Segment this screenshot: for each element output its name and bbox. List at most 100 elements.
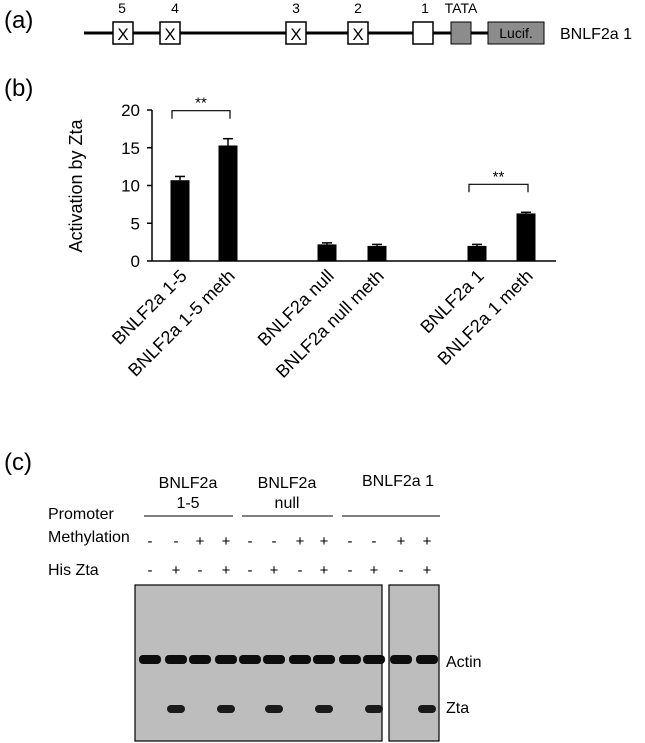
zta-band: [315, 705, 333, 713]
y-tick-label: 10: [121, 177, 140, 196]
site-3-box: [285, 21, 307, 45]
actin-band: [239, 655, 261, 664]
y-tick-label: 15: [121, 139, 140, 158]
band-label-actin: Actin: [446, 654, 482, 671]
significance-label: **: [493, 168, 505, 185]
methylation-sign: -: [148, 533, 153, 550]
group-1-line-2: 1-5: [176, 495, 199, 512]
tata-rect: [450, 21, 472, 45]
panel-a: (a) 5 X 4 X 3 X 2 X 1 TATA: [4, 0, 632, 45]
actin-band: [263, 655, 285, 664]
zta-band: [365, 705, 383, 713]
row-label-methylation: Methylation: [48, 529, 130, 546]
bars: [170, 145, 536, 261]
his-zta-sign: -: [148, 562, 153, 579]
site-5: 5 X: [112, 0, 134, 45]
site-3-label: 3: [292, 0, 300, 16]
zta-band: [418, 705, 436, 713]
panel-a-label: (a): [4, 7, 33, 34]
actin-band: [390, 655, 412, 664]
his-zta-sign: +: [423, 562, 432, 579]
bar: [467, 245, 487, 261]
methylation-sign: -: [272, 533, 277, 550]
tata-box: TATA: [445, 0, 478, 45]
significance-brackets: ** **: [171, 95, 529, 193]
y-tick-label: 5: [131, 214, 140, 233]
luciferase-rect: [487, 21, 545, 45]
his-zta-sign: +: [270, 562, 279, 579]
y-tick-label: 20: [121, 101, 140, 120]
his-zta-sign: -: [298, 562, 303, 579]
y-ticks: 0 5 10 15 20: [121, 101, 152, 271]
site-5-box: [112, 21, 134, 45]
his-zta-sign: +: [222, 562, 231, 579]
y-axis-label: Activation by Zta: [66, 118, 86, 252]
site-1: 1: [412, 0, 434, 45]
panel-b-chart: (b) Activation by Zta 0 5 10 15 20 ** ** BNLF…: [4, 75, 556, 382]
bar: [317, 244, 337, 261]
site-2-box: [347, 21, 369, 45]
actin-band: [416, 655, 438, 664]
group-2-line-2: null: [275, 495, 300, 512]
actin-band: [189, 655, 211, 664]
site-4-mutation-mark: X: [164, 25, 175, 44]
methylation-sign: +: [397, 533, 406, 550]
actin-band: [215, 655, 237, 664]
actin-band: [139, 655, 161, 664]
methylation-sign: +: [196, 533, 205, 550]
group-2-line-1: BNLF2a: [258, 475, 317, 492]
actin-band: [339, 655, 361, 664]
site-5-mutation-mark: X: [117, 25, 128, 44]
bar: [170, 180, 190, 261]
his-zta-sign: +: [172, 562, 181, 579]
actin-band: [363, 655, 385, 664]
his-zta-sign: -: [198, 562, 203, 579]
row-label-his-zta: His Zta: [48, 562, 99, 579]
actin-band: [165, 655, 187, 664]
significance-bracket: [171, 110, 231, 119]
actin-band: [289, 655, 311, 664]
site-1-box: [412, 21, 434, 45]
bar: [218, 145, 238, 261]
his-zta-sign: -: [248, 562, 253, 579]
methylation-sign: -: [248, 533, 253, 550]
luciferase-box: Lucif.: [487, 21, 545, 45]
site-4-label: 4: [171, 0, 179, 16]
panel-c: (c) BNLF2a 1-5 BNLF2a null BNLF2a 1 Prom…: [4, 449, 482, 742]
site-2-mutation-mark: X: [352, 25, 363, 44]
panel-c-label: (c): [4, 449, 32, 476]
methylation-sign: +: [423, 533, 432, 550]
group-3-label: BNLF2a 1: [362, 473, 434, 490]
group-1-line-1: BNLF2a: [159, 475, 218, 492]
his-zta-sign: +: [370, 562, 379, 579]
site-2-label: 2: [354, 0, 362, 16]
methylation-sign: +: [222, 533, 231, 550]
his-zta-sign: +: [320, 562, 329, 579]
significance-label: **: [195, 95, 207, 112]
actin-band: [313, 655, 335, 664]
methylation-sign: -: [348, 533, 353, 550]
methylation-sign: -: [174, 533, 179, 550]
zta-band: [265, 705, 283, 713]
methylation-sign: +: [320, 533, 329, 550]
luciferase-label: Lucif.: [499, 25, 532, 41]
construct-name: BNLF2a 1: [560, 26, 632, 43]
y-tick-label: 0: [131, 252, 140, 271]
tata-label: TATA: [445, 0, 478, 16]
site-3-mutation-mark: X: [290, 25, 301, 44]
site-3: 3 X: [285, 0, 307, 45]
his-zta-signs: - + - + - + - + - + - +: [148, 562, 432, 579]
band-label-zta: Zta: [446, 700, 469, 717]
zta-band: [167, 705, 185, 713]
site-5-label: 5: [118, 0, 126, 16]
methylation-signs: - - + + - - + + - - + +: [148, 533, 432, 550]
site-4: 4 X: [159, 0, 181, 45]
bar: [367, 245, 387, 261]
zta-band: [217, 705, 235, 713]
his-zta-sign: -: [399, 562, 404, 579]
significance-bracket: [468, 183, 529, 193]
error-bars: [175, 137, 531, 246]
blot-bands: [139, 655, 438, 713]
